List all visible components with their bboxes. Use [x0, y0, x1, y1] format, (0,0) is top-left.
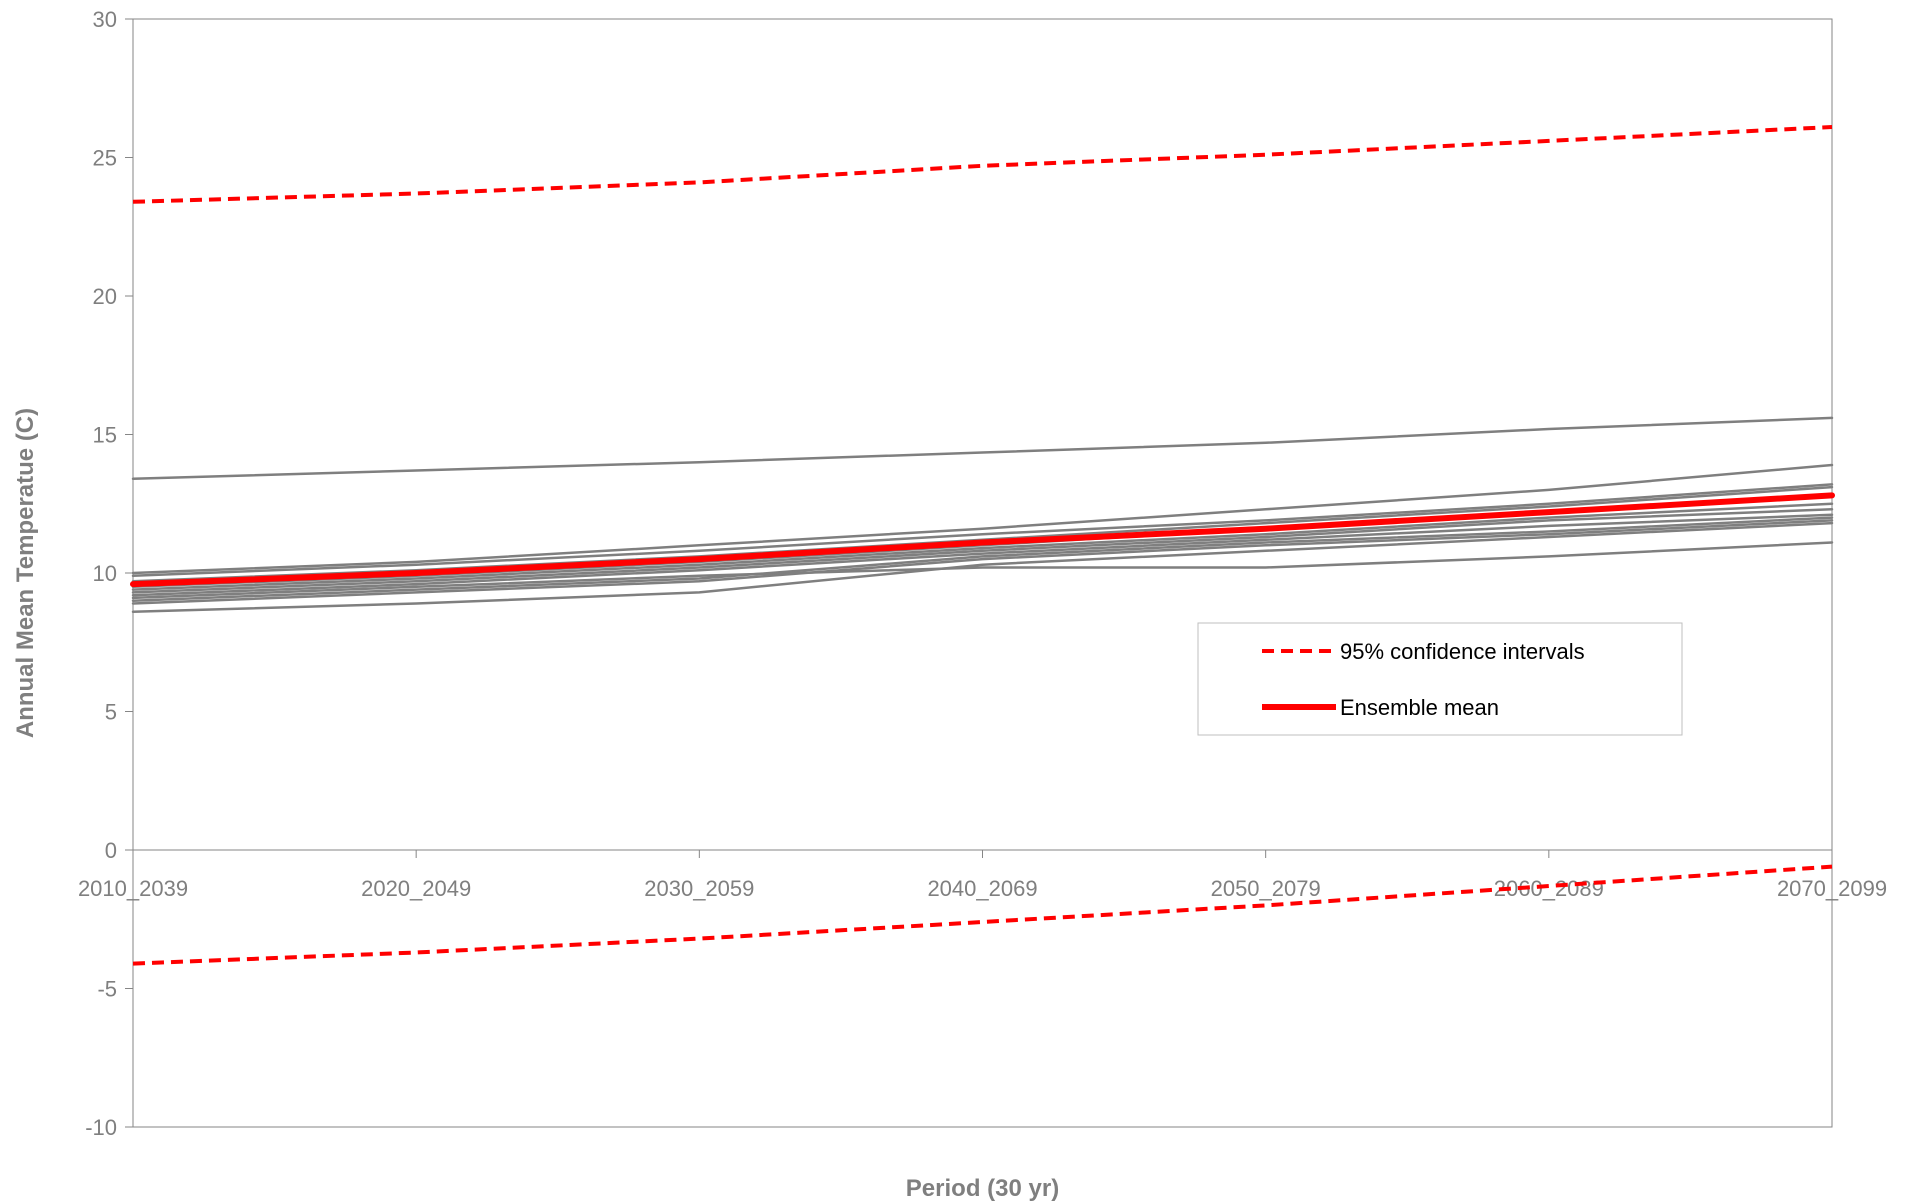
legend-box — [1197, 622, 1683, 736]
y-tick-label: 25 — [93, 146, 117, 171]
axes-group: -10 -5 0 5 10 15 20 25 30 2010_2039 2020_2049 2030_… — [78, 7, 1887, 1140]
x-tick-label: 2070_2099 — [1777, 876, 1887, 901]
y-tick-label: -5 — [97, 977, 117, 1002]
confidence-upper-line — [132, 125, 1833, 204]
x-tick-label: 2030_2059 — [644, 876, 754, 901]
model-series-line-1 — [131, 416, 1834, 481]
model-series-line-11 — [131, 541, 1834, 600]
legend-label-ensemble-mean: Ensemble mean — [1340, 695, 1499, 720]
model-series-line-8 — [131, 513, 1834, 597]
y-tick-label: 20 — [93, 284, 117, 309]
x-axis-title: Period (30 yr) — [906, 1175, 1059, 1202]
ensemble-mean-line — [130, 492, 1835, 588]
model-series-line-3 — [131, 483, 1834, 578]
model-series-line-12 — [131, 521, 1834, 614]
y-tick-label: 5 — [105, 700, 117, 725]
model-series-line-7 — [131, 508, 1834, 594]
y-tick-label: 10 — [93, 561, 117, 586]
model-series-line-6 — [131, 502, 1834, 591]
x-tick-label: 2040_2069 — [927, 876, 1037, 901]
x-tick-label: 2050_2079 — [1211, 876, 1321, 901]
y-tick-label: 0 — [105, 838, 117, 863]
legend: 95% confidence intervals Ensemble mean — [1197, 622, 1683, 736]
confidence-lower-line — [132, 864, 1833, 966]
y-axis-title: Annual Mean Temperatue (C) — [12, 408, 39, 738]
series-group — [130, 125, 1835, 966]
model-series-line-2 — [131, 463, 1834, 575]
x-tick-label: 2020_2049 — [361, 876, 471, 901]
y-tick-label: 15 — [93, 423, 117, 448]
legend-label-confidence: 95% confidence intervals — [1340, 639, 1585, 664]
x-tick-label: 2010_2039 — [78, 876, 188, 901]
y-tick-label: -10 — [85, 1115, 117, 1140]
model-series-line-10 — [131, 519, 1834, 605]
y-tick-label: 30 — [93, 7, 117, 32]
model-series-line-9 — [131, 516, 1834, 602]
x-tick-label: 2060_2089 — [1494, 876, 1604, 901]
